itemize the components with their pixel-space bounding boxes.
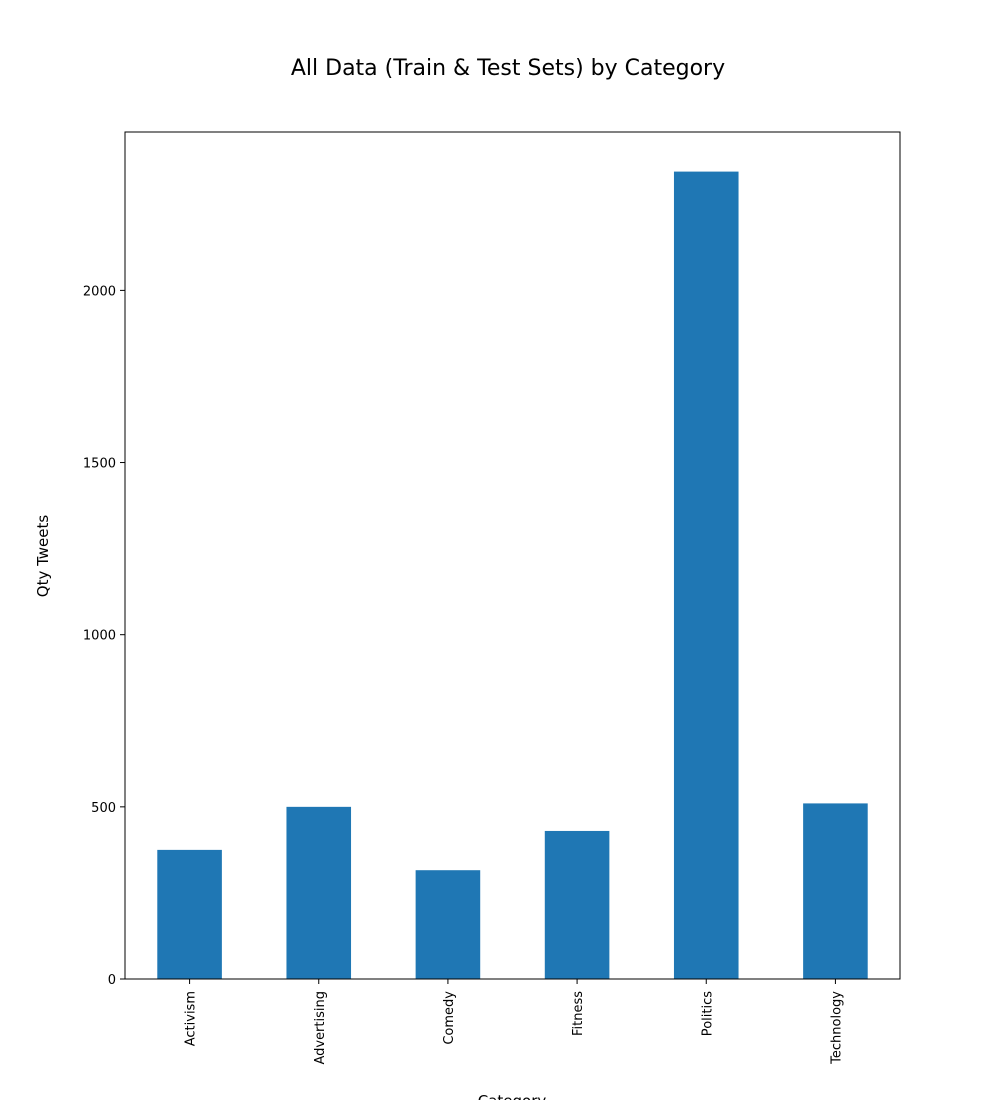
x-tick-label: Politics bbox=[700, 991, 715, 1036]
x-tick-label: Activism bbox=[184, 991, 199, 1046]
plot-area-frame bbox=[124, 131, 901, 980]
bar-comedy bbox=[415, 870, 481, 979]
x-tick-label: Comedy bbox=[442, 991, 457, 1045]
y-axis-ticks: 0 500 1000 1500 2000 bbox=[83, 284, 125, 988]
y-tick-label: 1500 bbox=[83, 457, 116, 472]
x-tick-label: Technology bbox=[829, 991, 844, 1065]
bar-politics bbox=[673, 171, 739, 980]
y-tick-label: 2000 bbox=[83, 284, 116, 299]
chart-title: All Data (Train & Test Sets) by Category bbox=[291, 56, 725, 81]
bar-advertising bbox=[286, 806, 352, 979]
x-tick-label: Fitness bbox=[571, 991, 586, 1036]
bar-activism bbox=[157, 849, 222, 979]
y-tick-label: 0 bbox=[108, 973, 116, 988]
bars bbox=[157, 171, 868, 980]
y-tick-label: 500 bbox=[91, 801, 116, 816]
y-axis-label: Qty Tweets bbox=[34, 515, 52, 598]
bar-fitness bbox=[544, 830, 610, 979]
y-tick-label: 1000 bbox=[83, 629, 116, 644]
x-axis-label: Category bbox=[478, 1092, 547, 1100]
x-axis-ticks: Activism Advertising Comedy Fitness Politics… bbox=[184, 979, 844, 1065]
bar-technology bbox=[803, 803, 868, 979]
x-tick-label: Advertising bbox=[313, 991, 328, 1065]
